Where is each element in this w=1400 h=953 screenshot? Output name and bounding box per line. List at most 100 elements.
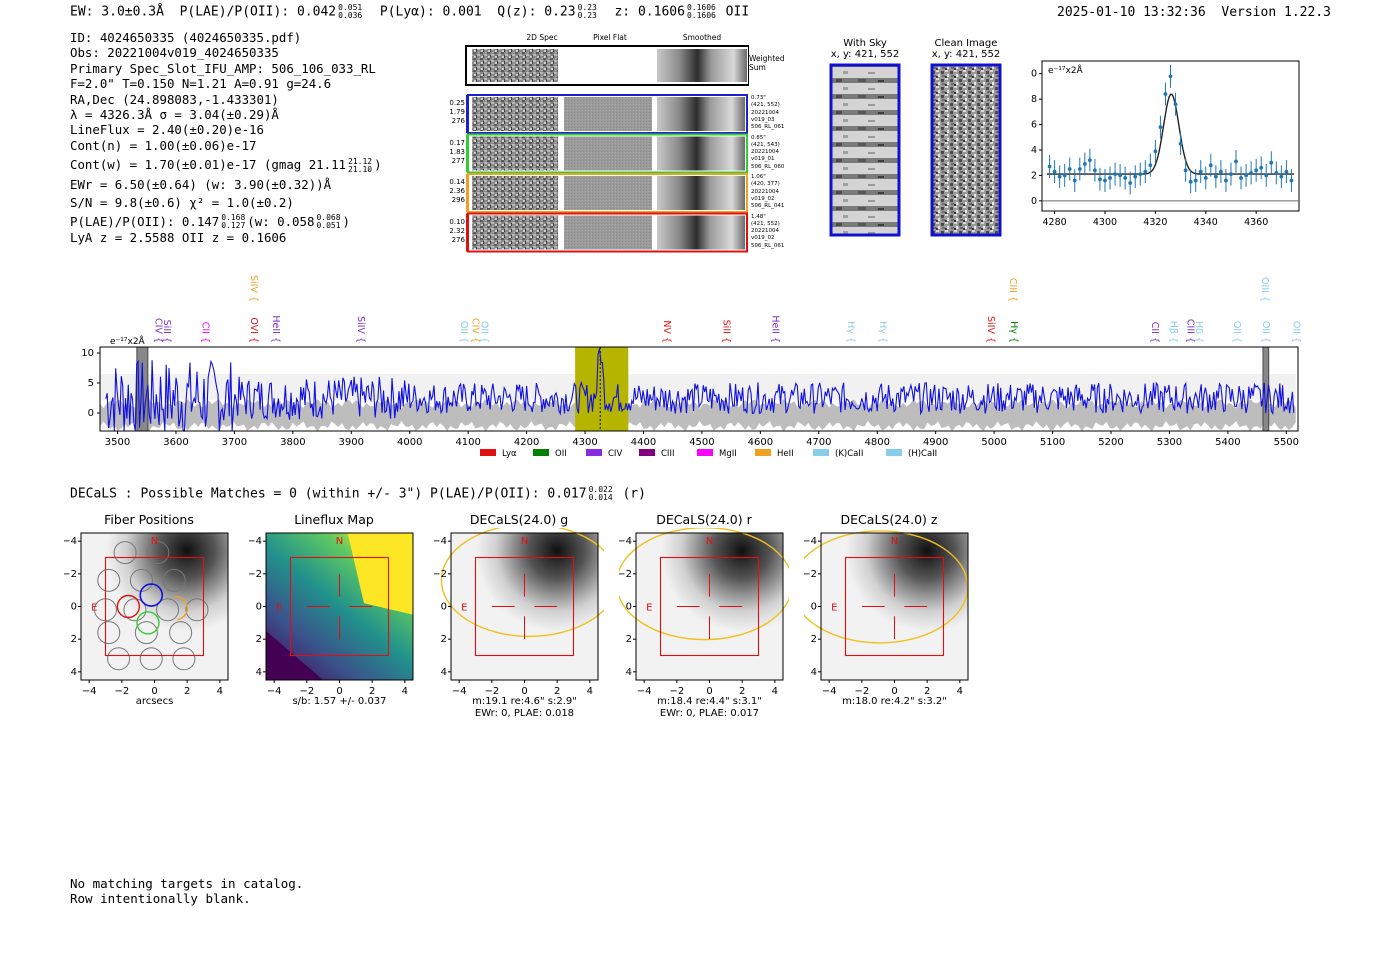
panel-image: N E 4 −4 2 −2 0 0 −2 2 −4 4 [434,528,604,697]
info-plae-range: 0.168 0.127 [221,214,245,230]
with-sky-label: With Sky [843,38,887,49]
spectrum-line-label: OII { [458,321,469,343]
cutout-right-value: 1.48" [751,213,766,220]
zoom-data-point [1259,165,1264,170]
spectrum-xtick-label: 4200 [514,437,539,448]
zoom-ytick-label: 8 [1031,94,1037,105]
cutout-left-label: 0.17 1.83 277 [445,139,465,166]
zoom-data-point [1118,173,1123,178]
north-label: N [891,536,898,547]
spectrum-xtick-label: 4100 [455,437,480,448]
cutout-right-value: 20221004 [751,149,779,156]
lineflux-peak [347,533,413,615]
weighted-sum-smoothed [657,49,747,82]
info-plae-text: P(LAE)/P(OII): 0.147 [70,213,220,229]
spectrum-xtick-label: 5000 [981,437,1006,448]
zoom-xtick-label: 4320 [1143,217,1167,228]
panel-caption: m:18.4 re:4.4" s:3.1" [657,696,762,707]
info-plae: P(LAE)/P(OII): 0.147 0.168 0.127 (w: 0.058 0… [70,214,382,231]
cutout-right-label: 1.06" (420, 377) 20221004 v019_02 506_RL_041 [751,174,797,210]
cutout-right-value: 506_RL_041 [751,203,785,210]
panel-title: Lineflux Map [294,512,374,527]
zoom-ytick-label: 4 [1031,145,1037,156]
info-plae-w: (w: 0.058 [247,213,315,229]
cutout-pixelflat [564,136,652,171]
cutout-pixelflat [564,215,652,250]
header-plae-hi: 0.051 [338,3,363,12]
panel-xtick-label: 0 [151,686,157,697]
zoom-ylabel: e⁻¹⁷x2Å [1048,64,1084,76]
header-version: Version 1.22.3 [1221,5,1331,20]
panel-ytick-label: 2 [811,634,817,645]
zoom-data-point [1178,141,1183,146]
info-contw-hi: 21.12 [348,156,373,166]
header-z-lo: 0.1606 [686,11,716,20]
header-z-hi: 0.1606 [686,3,716,12]
spectrum-line-label: OII { [479,321,490,343]
zoom-data-point [1274,170,1279,175]
header-qz-hi: 0.23 [577,3,597,12]
weighted-sum-label: Weighted Sum [749,54,785,72]
zoom-data-point [1113,172,1117,177]
cutout-right-value: 0.85" [751,134,766,141]
panel-ytick-label: −2 [804,569,817,580]
zoom-ytick-label: 2 [1031,170,1037,181]
spectrum-ylabel: e⁻¹⁷x2Å [110,335,146,347]
info-plae-end: ) [342,213,350,229]
zoom-data-point [1198,169,1203,174]
zoom-data-point [1072,178,1077,183]
info-contw-text: Cont(w) = 1.70(±0.01)e-17 (gmag 21.11 [70,157,347,173]
panel-xtick-label: 0 [706,686,712,697]
info-contw: Cont(w) = 1.70(±0.01)e-17 (gmag 21.11 21.… [70,157,382,174]
zoom-data-point [1279,174,1284,179]
zoom-data-point [1203,176,1208,180]
panel-xtick-label: −4 [637,686,652,697]
cutout-right-value: v019_01 [751,156,775,163]
weighted-sum-2dspec [472,49,558,82]
cutout-right-value: v019_02 [751,235,775,242]
fiber-second [136,611,160,635]
panel-xtick-label: 2 [369,686,375,697]
fiber-circle [172,647,196,671]
panel-ytick-label: −4 [249,536,262,547]
spectrum-legend-swatch [755,449,771,456]
cutout-left-value: 296 [451,196,465,204]
spectrum-xtick-label: 4900 [923,437,948,448]
zoom-data-point [1289,178,1294,183]
spectrum-line-label: Hγ { [1008,321,1019,343]
east-label: E [276,603,282,614]
clean-title: Clean Image x, y: 421, 552 [926,38,1006,60]
cutout-smoothed [657,215,745,250]
decals-header: DECaLS : Possible Matches = 0 (within +/… [70,486,646,502]
panel-ytick-label: 0 [71,602,77,613]
panel-xtick-label: 2 [554,686,560,697]
panel-xtick-label: 2 [184,686,190,697]
panel-xtick-label: 4 [217,686,223,697]
zoom-data-point [1208,163,1213,168]
cutout-smoothed [657,176,745,210]
panel-ytick-label: 4 [626,667,632,678]
spectrum-xtick-label: 4500 [689,437,714,448]
spectrum-legend-label: (K)CaII [835,449,863,459]
panel-ytick-label: −4 [434,536,447,547]
fiber-fourth [116,594,141,619]
fiber-third [174,595,188,621]
fiber-circle [162,568,186,592]
footer-line-1: No matching targets in catalog. [70,876,304,891]
cutout-right-value: 506_RL_061 [751,242,785,249]
header-ew: EW: 3.0±0.3Å [70,4,164,20]
cutout-left-value: 0.17 [449,138,465,147]
spectrum-frame [99,346,1299,432]
header-qz-lo: 0.23 [577,11,597,20]
zoom-xtick-label: 4280 [1043,217,1067,228]
cutout-right-value: 20221004 [751,109,779,116]
info-radec: RA,Dec (24.898083,-1.433301) [70,91,279,107]
header-summary: EW: 3.0±0.3Å P(LAE)/P(OII): 0.042 0.051 0.… [70,4,749,20]
spectrum-line-label: SiII { [721,320,732,343]
info-slot: Primary Spec_Slot_IFU_AMP: 506_106_033_R… [70,60,376,76]
cutout-right-value: 20221004 [751,228,779,235]
spectrum-line-label: OIII { [1259,277,1270,302]
panel-xtick-label: 0 [891,686,897,697]
cutout-left-label: 0.10 2.32 276 [445,218,465,245]
panel-xtick-label: −4 [452,686,467,697]
